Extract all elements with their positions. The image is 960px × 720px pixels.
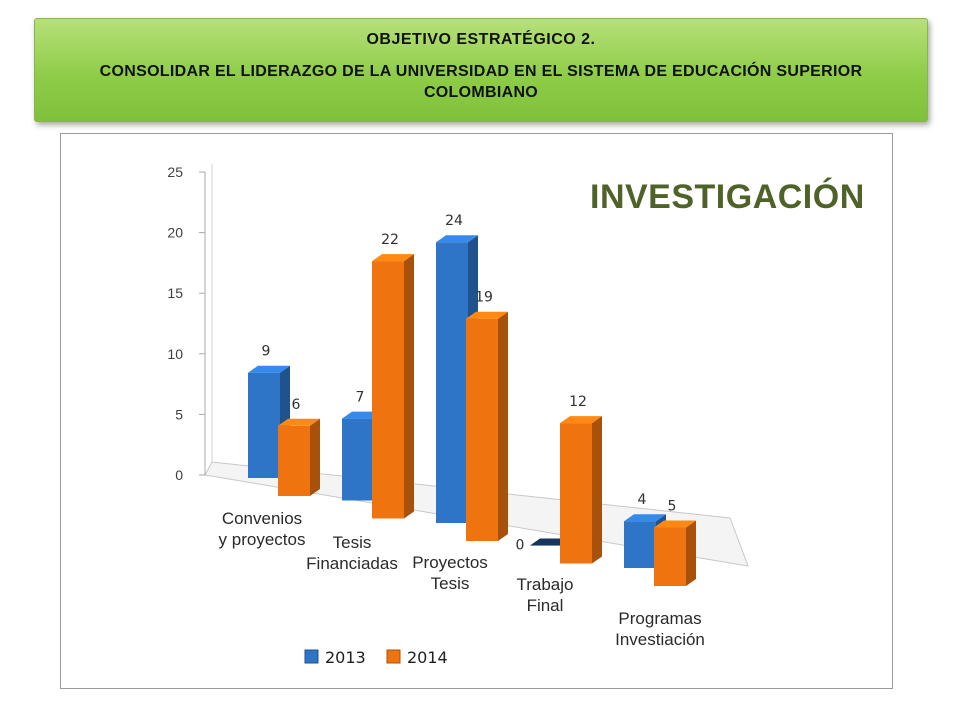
chart-title: INVESTIGACIÓN (590, 178, 865, 216)
bar-top (248, 365, 290, 373)
bar-2014-0 (278, 418, 320, 496)
data-label: 12 (569, 394, 587, 410)
bar-side (404, 254, 414, 519)
legend-label-2014: 2014 (407, 648, 448, 667)
objective-banner: OBJETIVO ESTRATÉGICO 2. CONSOLIDAR EL LI… (34, 18, 928, 122)
data-label: 0 (516, 538, 525, 554)
data-label: 22 (381, 232, 399, 248)
bar-top (466, 311, 508, 319)
x-category-label: Convenios y proyectos (219, 509, 306, 549)
x-category-line: Convenios (222, 509, 302, 528)
legend-swatch-2013 (304, 649, 319, 664)
bar-2014-3 (560, 416, 602, 564)
x-category-line: Tesis (431, 574, 470, 593)
bar-2013-4 (624, 514, 666, 568)
data-label: 19 (475, 290, 493, 306)
bar-front (342, 418, 374, 501)
bar-top (372, 254, 414, 262)
x-category-line: Final (527, 596, 564, 615)
y-tick-label: 20 (167, 225, 183, 241)
x-category-label: Proyectos Tesis (412, 553, 488, 593)
legend-label-2013: 2013 (325, 648, 366, 667)
x-category-label: Programas Investiación (615, 609, 705, 649)
data-label: 6 (292, 397, 301, 413)
x-category-line: Investiación (615, 630, 705, 649)
bar-front (560, 423, 592, 564)
data-label: 4 (638, 492, 647, 508)
bar-top (436, 235, 478, 243)
bar-front (436, 242, 468, 523)
bar-side (592, 416, 602, 564)
data-label: 9 (262, 344, 271, 360)
data-label: 24 (445, 213, 463, 229)
x-category-line: Proyectos (412, 553, 488, 572)
data-label: 5 (668, 499, 677, 515)
bar-top (624, 514, 666, 522)
bar-top (278, 418, 320, 426)
y-tick-label: 0 (175, 467, 183, 483)
bar-front (624, 521, 656, 568)
bar-front (466, 318, 498, 541)
legend-swatch-2014 (386, 649, 401, 664)
x-category-line: Trabajo (516, 575, 573, 594)
bar-side (498, 311, 508, 541)
y-tick-label: 15 (167, 285, 183, 301)
bar-side (310, 418, 320, 496)
x-category-line: Financiadas (306, 554, 398, 573)
x-category-label: Trabajo Final (516, 575, 573, 615)
bar-2014-4 (654, 520, 696, 586)
bar-top (654, 520, 696, 528)
bar-front (372, 261, 404, 519)
bar-2014-1 (372, 254, 414, 519)
bar-side (686, 520, 696, 586)
x-category-label: Tesis Financiadas (306, 533, 398, 573)
bar-front (278, 425, 310, 496)
y-tick-label: 10 (167, 346, 183, 362)
bar-front (248, 372, 280, 478)
objective-statement: CONSOLIDAR EL LIDERAZGO DE LA UNIVERSIDA… (99, 63, 863, 101)
y-tick-label: 25 (167, 164, 183, 180)
data-label: 7 (356, 390, 365, 406)
objective-title: OBJETIVO ESTRATÉGICO 2. (366, 31, 596, 48)
bar-front (654, 527, 686, 586)
x-category-line: Programas (618, 609, 701, 628)
bar-top (560, 416, 602, 424)
x-category-line: Tesis (333, 533, 372, 552)
x-category-line: y proyectos (219, 530, 306, 549)
y-tick-label: 5 (175, 406, 183, 422)
bar-2014-2 (466, 311, 508, 541)
